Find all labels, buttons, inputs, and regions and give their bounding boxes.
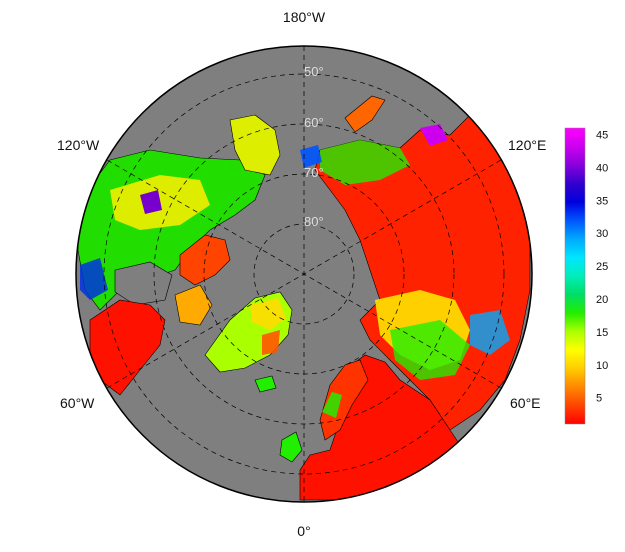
latitude-labels: 50° 60° 70° 80° bbox=[304, 64, 324, 229]
longitude-labels: 180°W 120°W 120°E 60°W 60°E 0° bbox=[57, 9, 546, 539]
scandinavia-land bbox=[319, 359, 369, 441]
canada-blue-zone bbox=[80, 258, 108, 300]
siberia-land bbox=[314, 114, 531, 431]
greenland-red-zone bbox=[262, 330, 280, 355]
lon-label-top: 180°W bbox=[283, 9, 326, 25]
lat-label-80: 80° bbox=[304, 214, 324, 229]
taimyr-green-zone bbox=[390, 320, 470, 380]
scandinavia-green bbox=[322, 392, 342, 418]
greenland-yellow-zone bbox=[250, 298, 286, 330]
meridian-60w-120e bbox=[106, 159, 502, 389]
colorbar-tick-label: 10 bbox=[596, 360, 608, 372]
graticule bbox=[103, 46, 505, 502]
east-siberia-blue-patch bbox=[470, 310, 510, 355]
lat-label-50: 50° bbox=[304, 64, 324, 79]
colorbar-tick-label: 5 bbox=[596, 393, 602, 405]
colorbar-tick-label: 45 bbox=[596, 130, 608, 142]
lat-circle-50 bbox=[103, 73, 505, 475]
lon-label-bottom: 0° bbox=[297, 523, 310, 539]
map-disk bbox=[76, 46, 532, 502]
iceland-land bbox=[254, 375, 277, 393]
colorbar-tick-label: 25 bbox=[596, 261, 608, 273]
lat-label-70: 70° bbox=[304, 165, 324, 180]
kamchatka-land bbox=[344, 95, 386, 133]
british-isles-land bbox=[279, 431, 303, 463]
colorbar: 45 40 35 30 25 20 15 10 5 bbox=[564, 127, 608, 425]
baffin-island bbox=[174, 284, 213, 326]
colorbar-tick-label: 40 bbox=[596, 162, 608, 174]
far-east-blue-spot bbox=[300, 145, 322, 168]
colorbar-tick-label: 15 bbox=[596, 327, 608, 339]
lon-label-lower-left: 60°W bbox=[60, 395, 95, 411]
colorbar-tick-labels: 45 40 35 30 25 20 15 10 5 bbox=[596, 130, 608, 405]
alaska-land bbox=[229, 114, 281, 176]
colorbar-tick-label: 35 bbox=[596, 195, 608, 207]
colorbar-gradient bbox=[564, 127, 586, 425]
colorbar-tick-label: 30 bbox=[596, 228, 608, 240]
lat-label-60: 60° bbox=[304, 115, 324, 130]
chukotka-purple-spot bbox=[420, 124, 448, 146]
map-border bbox=[75, 45, 533, 503]
colorbar-tick-label: 20 bbox=[596, 294, 608, 306]
canada-purple-patch bbox=[140, 190, 162, 214]
lon-label-upper-left: 120°W bbox=[57, 137, 100, 153]
lat-circle-80 bbox=[253, 223, 355, 325]
lon-label-lower-right: 60°E bbox=[510, 395, 541, 411]
hudson-bay-water bbox=[114, 261, 173, 306]
lon-label-upper-right: 120°E bbox=[508, 137, 546, 153]
far-east-green-zone bbox=[320, 140, 410, 185]
